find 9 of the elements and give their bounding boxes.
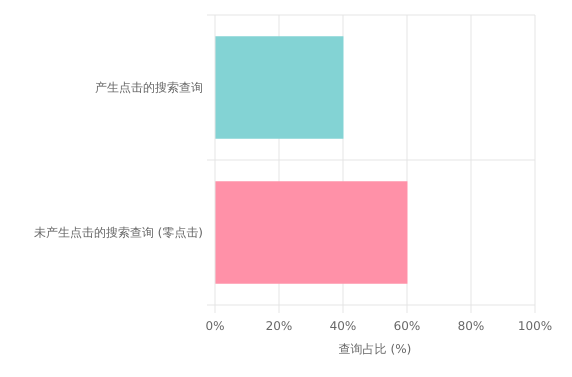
x-tick-label: 60% <box>394 319 420 333</box>
x-tick-label: 100% <box>518 319 552 333</box>
x-tick-label: 40% <box>330 319 356 333</box>
y-tick-label: 未产生点击的搜索查询 (零点击) <box>34 226 203 240</box>
x-tick-label: 20% <box>266 319 292 333</box>
y-tick-label: 产生点击的搜索查询 <box>95 80 203 94</box>
x-tick-label: 0% <box>205 319 225 333</box>
x-tick-label: 80% <box>458 319 484 333</box>
x-axis-title: 查询占比 (%) <box>338 342 412 356</box>
